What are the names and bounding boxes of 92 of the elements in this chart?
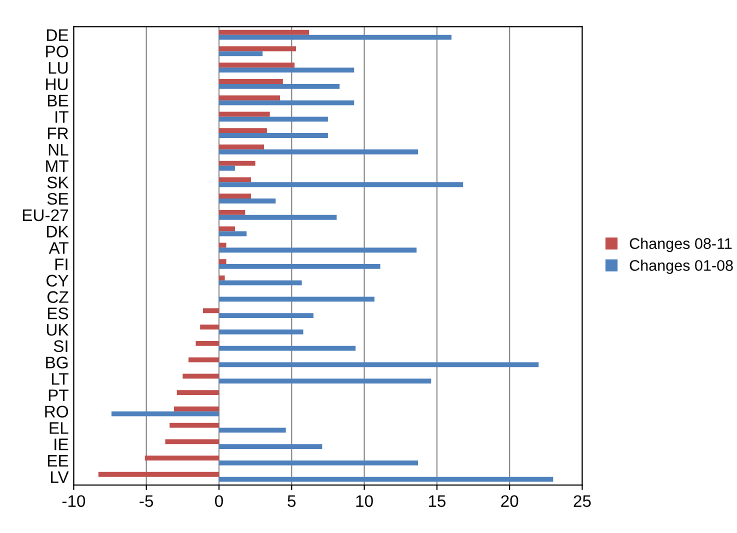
bar <box>144 456 219 460</box>
bar <box>196 340 219 346</box>
bar <box>218 51 263 56</box>
y-tick-label: LV <box>51 471 69 483</box>
y-tick-label: NL <box>48 144 68 156</box>
bar <box>218 133 328 138</box>
y-tick-label: EL <box>50 422 68 434</box>
bar <box>218 378 432 384</box>
y-tick-label: EE <box>48 455 68 467</box>
bar <box>218 362 539 368</box>
bar <box>218 149 418 154</box>
bar <box>218 177 251 182</box>
bar <box>218 84 340 89</box>
bar <box>218 248 417 253</box>
bar <box>218 144 264 150</box>
y-tick-label: FR <box>48 128 68 140</box>
bar <box>218 214 337 220</box>
y-tick-label: BG <box>46 356 68 368</box>
bar <box>218 264 380 269</box>
x-tick-label: 0 <box>215 495 223 507</box>
y-tick-label: IT <box>56 111 68 123</box>
x-tick-label: -10 <box>62 495 86 507</box>
bar <box>218 231 247 236</box>
y-tick-label: SK <box>47 176 69 188</box>
bar <box>218 242 226 248</box>
x-tick-label: 25 <box>574 495 591 507</box>
bar <box>218 296 374 302</box>
x-tick-label: -5 <box>140 495 154 507</box>
bar <box>218 95 280 100</box>
bar <box>218 166 235 171</box>
bar <box>218 100 354 106</box>
bar <box>218 46 296 52</box>
bar <box>218 226 235 232</box>
x-tick-label: 5 <box>288 495 296 507</box>
y-tick-label: DE <box>47 29 68 41</box>
bar <box>182 374 219 379</box>
y-tick-label: SI <box>54 340 68 352</box>
bar <box>188 357 219 362</box>
x-tick-label: 15 <box>428 495 446 507</box>
bar <box>218 259 226 264</box>
bar <box>218 428 286 433</box>
bar <box>218 275 225 280</box>
y-tick-label: ES <box>48 308 68 320</box>
bar <box>203 308 219 314</box>
y-tick-label: PO <box>46 46 68 58</box>
bar <box>98 472 219 477</box>
bar <box>170 422 219 428</box>
bar <box>218 280 302 286</box>
bar <box>218 444 322 450</box>
bar <box>218 313 314 318</box>
y-tick-label: DK <box>47 226 69 238</box>
y-tick-label: RO <box>45 406 68 418</box>
bar <box>111 411 219 416</box>
bar <box>200 324 219 330</box>
bar <box>176 390 219 395</box>
y-tick-label: UK <box>46 324 69 336</box>
y-tick-label: FI <box>55 258 68 270</box>
bar <box>218 198 276 204</box>
bar <box>218 112 270 117</box>
bar <box>218 194 251 199</box>
y-tick-label: EU-27 <box>22 209 68 222</box>
y-tick-label: SE <box>47 192 68 205</box>
x-tick-label: 20 <box>501 495 518 507</box>
bar <box>218 210 246 215</box>
legend-label: Changes 01-08 <box>630 260 733 274</box>
bar <box>218 128 267 134</box>
bar <box>218 116 328 122</box>
y-tick-label: LT <box>52 373 68 385</box>
x-tick-label: 10 <box>356 495 373 507</box>
y-tick-label: BE <box>48 94 68 106</box>
legend-label: Changes 08-11 <box>630 238 732 252</box>
bar <box>218 62 295 68</box>
bar <box>218 160 256 166</box>
bar <box>218 330 304 334</box>
bar <box>218 30 310 35</box>
bar <box>218 68 354 72</box>
bar <box>218 79 283 84</box>
y-tick-label: PT <box>48 390 68 402</box>
bar <box>218 460 418 466</box>
y-tick-label: HU <box>46 78 68 90</box>
bar <box>218 34 452 40</box>
bar <box>218 476 554 482</box>
bar <box>165 439 219 444</box>
y-tick-label: IE <box>54 438 68 450</box>
bar <box>218 346 356 351</box>
y-tick-label: MT <box>46 160 68 172</box>
y-tick-label: CY <box>46 274 68 287</box>
bar <box>218 182 464 188</box>
y-tick-label: AT <box>48 242 68 254</box>
y-tick-label: LU <box>48 62 68 74</box>
y-tick-label: CZ <box>47 291 68 303</box>
bar <box>174 406 219 412</box>
